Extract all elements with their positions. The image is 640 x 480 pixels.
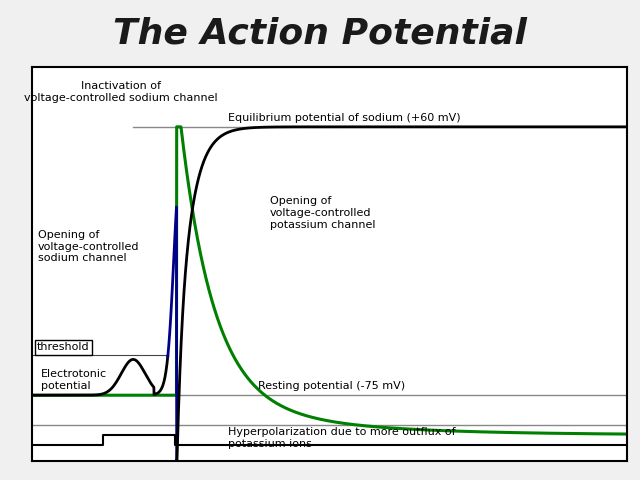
Text: threshold: threshold <box>36 342 90 352</box>
Text: Resting potential (-75 mV): Resting potential (-75 mV) <box>258 381 405 391</box>
Text: The Action Potential: The Action Potential <box>113 17 527 51</box>
Text: Hyperpolarization due to more outflux of
potassium ions: Hyperpolarization due to more outflux of… <box>228 427 456 449</box>
Text: Opening of
voltage-controlled
sodium channel: Opening of voltage-controlled sodium cha… <box>38 230 140 264</box>
Text: Electrotonic
potential: Electrotonic potential <box>41 369 107 391</box>
Text: Inactivation of
voltage-controlled sodium channel: Inactivation of voltage-controlled sodiu… <box>24 81 218 103</box>
Text: Equilibrium potential of sodium (+60 mV): Equilibrium potential of sodium (+60 mV) <box>228 113 461 123</box>
Text: Opening of
voltage-controlled
potassium channel: Opening of voltage-controlled potassium … <box>270 196 376 229</box>
